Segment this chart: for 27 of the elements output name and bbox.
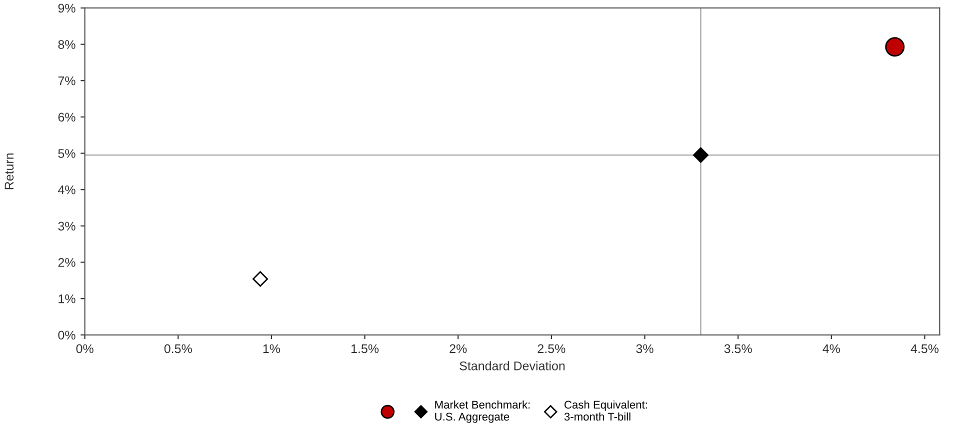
point — [885, 37, 905, 57]
y-tick-label: 8% — [58, 40, 76, 49]
y-tick-label: 7% — [58, 76, 76, 86]
x-tick-label: 2.5% — [538, 344, 566, 354]
point — [252, 271, 268, 287]
x-tick-label: 4.5% — [910, 344, 939, 354]
y-tick-label: 5% — [58, 149, 76, 158]
point — [692, 147, 709, 163]
y-tick-label: 4% — [58, 185, 76, 194]
x-axis-title: Standard Deviation — [460, 361, 565, 370]
x-tick-label: 4% — [822, 344, 840, 354]
y-tick-label: 3% — [58, 222, 76, 231]
legend-label: Cash Equivalent: 3-month T-bill — [564, 400, 647, 421]
x-tick-label: 1.5% — [351, 344, 379, 354]
y-tick-label: 2% — [58, 258, 76, 267]
x-tick-label: 1% — [263, 344, 280, 354]
y-tick-label: 0% — [58, 330, 76, 340]
x-tick-label: 2% — [450, 344, 467, 354]
x-tick-label: 0% — [76, 344, 94, 354]
x-tick-label: 3.5% — [724, 344, 752, 354]
y-tick-label: 1% — [58, 294, 76, 304]
y-axis-title: Return — [4, 153, 14, 190]
y-tick-label: 9% — [58, 4, 76, 13]
legend-label: Market Benchmark: U.S. Aggregate — [435, 400, 530, 423]
x-tick-label: 0.5% — [164, 344, 192, 354]
x-tick-label: 3% — [636, 344, 654, 354]
y-tick-label: 6% — [58, 112, 76, 122]
